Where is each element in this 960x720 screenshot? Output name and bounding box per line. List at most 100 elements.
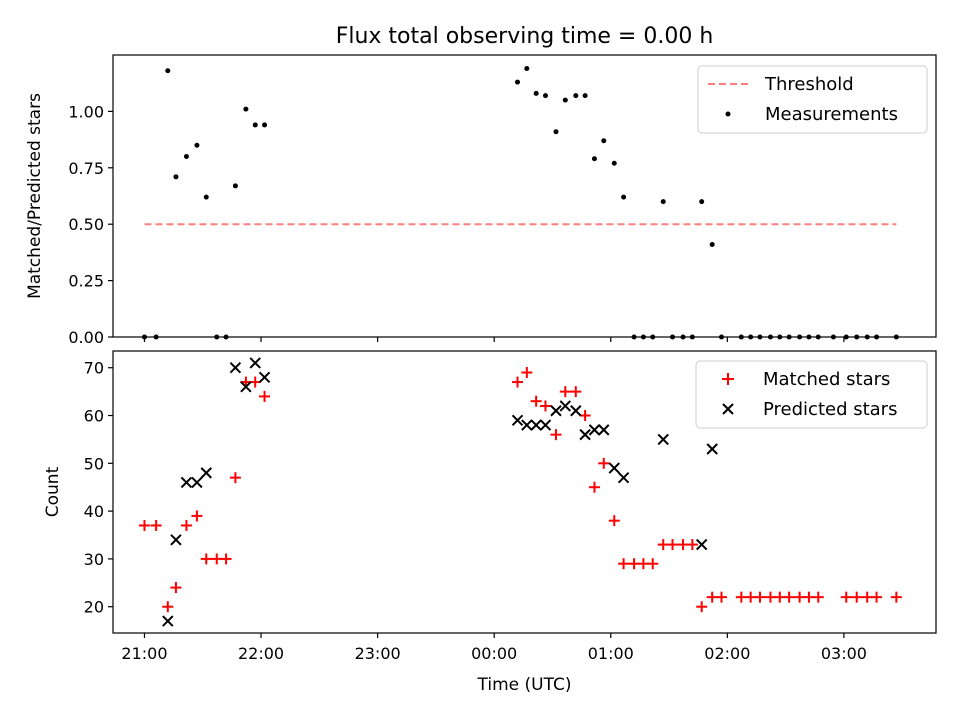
legend-predicted-swatch <box>722 403 734 415</box>
measurement-point <box>542 93 548 99</box>
matched-star-point <box>628 558 640 570</box>
x-tick-label: 03:00 <box>821 644 867 663</box>
matched-star-point <box>191 510 203 522</box>
predicted-star-point <box>200 467 212 479</box>
measurement-point <box>621 194 627 200</box>
bottom-y-tick-label: 40 <box>84 502 104 521</box>
matched-star-point <box>667 539 679 551</box>
measurement-point <box>232 183 238 189</box>
predicted-star-point <box>588 424 601 436</box>
matched-star-point <box>150 519 162 531</box>
measurement-point <box>524 66 530 72</box>
matched-star-point <box>840 591 852 603</box>
top-legend-box <box>697 65 928 134</box>
matched-star-point <box>647 558 659 570</box>
measurement-point <box>553 129 559 135</box>
predicted-star-point <box>570 405 582 417</box>
bottom-axes-frame <box>112 350 937 634</box>
measurement-point <box>165 68 171 74</box>
predicted-star-point <box>579 428 591 441</box>
bottom-y-tick-label: 60 <box>84 407 104 426</box>
matched-star-point <box>735 591 747 603</box>
matched-star-point <box>696 601 708 613</box>
predicted-star-point <box>617 471 630 484</box>
x-tick-label: 00:00 <box>471 644 517 663</box>
matched-star-point <box>716 591 728 603</box>
matched-star-point <box>783 591 795 603</box>
matched-star-point <box>618 558 630 570</box>
predicted-star-point <box>695 538 708 551</box>
legend-predicted-label: Predicted stars <box>763 399 897 420</box>
predicted-star-point <box>249 357 261 369</box>
legend-measurements-label: Measurements <box>765 104 898 125</box>
measurement-point <box>591 156 597 162</box>
predicted-star-point <box>559 400 572 412</box>
top-y-tick-label: 0.00 <box>68 328 104 347</box>
bottom-y-axis-label: Count <box>43 466 63 517</box>
measurement-point <box>699 199 705 205</box>
bottom-panel: 20 30 40 50 60 70 21:00 22:00 23:00 00:00 01:00 02… <box>43 350 937 695</box>
matched-star-point <box>162 601 174 613</box>
legend-threshold-label: Threshold <box>764 74 854 95</box>
x-tick-label: 02:00 <box>704 644 750 663</box>
measurement-point <box>611 160 617 166</box>
matched-star-point <box>559 386 571 398</box>
top-axes-frame <box>112 54 937 338</box>
matched-star-point <box>774 591 786 603</box>
top-y-tick-label: 0.25 <box>68 272 104 291</box>
predicted-star-point <box>598 424 610 436</box>
top-y-axis-label: Matched/Predicted stars <box>25 93 45 299</box>
matched-star-point <box>745 591 757 603</box>
matched-star-point <box>754 591 766 603</box>
measurement-point <box>243 106 249 112</box>
matched-star-point <box>588 481 600 493</box>
matched-star-point <box>521 367 533 379</box>
measurement-point <box>709 242 715 248</box>
predicted-star-point <box>530 419 542 431</box>
matched-star-point <box>608 515 620 527</box>
matched-star-point <box>598 457 610 469</box>
matched-star-point <box>890 591 902 603</box>
measurement-point <box>183 154 189 160</box>
top-panel: 0.00 0.25 0.50 0.75 1.00 Matched/Predicted s… <box>25 54 937 347</box>
predicted-star-point <box>706 443 718 455</box>
measurement-point <box>194 142 200 148</box>
matched-star-point <box>803 591 815 603</box>
matched-star-point <box>550 429 562 441</box>
matched-star-point <box>657 539 669 551</box>
matched-star-point <box>170 582 182 594</box>
predicted-star-point <box>240 381 252 393</box>
matched-star-point <box>539 400 551 412</box>
matched-star-point <box>138 519 150 531</box>
matched-star-point <box>677 539 689 551</box>
top-y-tick-label: 0.50 <box>68 215 104 234</box>
bottom-legend-box <box>695 360 928 429</box>
matched-star-point <box>220 553 232 565</box>
matched-star-point <box>200 553 212 565</box>
legend-matched-swatch <box>722 373 734 385</box>
legend-matched-label: Matched stars <box>763 369 890 390</box>
predicted-star-point <box>511 414 524 427</box>
top-y-tick-label: 0.75 <box>68 159 104 178</box>
matched-star-point <box>570 386 582 398</box>
bottom-x-ticks: 21:00 22:00 23:00 00:00 01:00 02:00 03:00 <box>121 633 867 663</box>
measurement-point <box>601 138 607 144</box>
x-tick-label: 23:00 <box>355 644 401 663</box>
bottom-marks <box>138 357 902 627</box>
predicted-star-point <box>162 615 174 627</box>
predicted-star-point <box>258 371 271 383</box>
measurement-point <box>562 97 568 103</box>
top-legend: Threshold Measurements <box>697 65 928 134</box>
bottom-y-ticks: 20 30 40 50 60 70 <box>84 359 113 617</box>
matched-star-point <box>637 558 649 570</box>
predicted-star-point <box>608 462 620 474</box>
matched-star-point <box>211 553 223 565</box>
bottom-y-tick-label: 50 <box>84 454 104 473</box>
measurement-point <box>660 199 666 205</box>
predicted-star-point <box>539 419 552 431</box>
predicted-star-point <box>550 405 562 417</box>
matched-star-point <box>871 591 883 603</box>
predicted-star-point <box>657 433 669 446</box>
predicted-star-point <box>191 476 203 489</box>
